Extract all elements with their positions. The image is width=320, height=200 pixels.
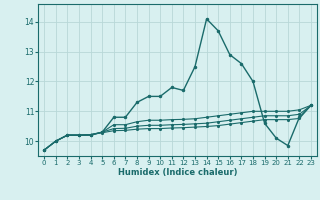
X-axis label: Humidex (Indice chaleur): Humidex (Indice chaleur) [118,168,237,177]
